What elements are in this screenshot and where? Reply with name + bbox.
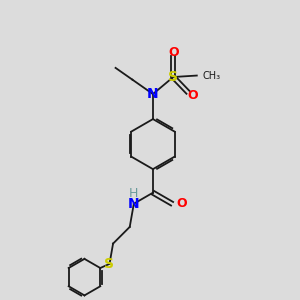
Text: S: S: [168, 70, 178, 84]
Text: N: N: [128, 197, 140, 211]
Text: N: N: [147, 87, 159, 101]
Text: H: H: [128, 187, 138, 200]
Text: O: O: [187, 89, 198, 102]
Text: O: O: [176, 197, 187, 210]
Text: S: S: [104, 257, 115, 271]
Text: O: O: [168, 46, 178, 59]
Text: CH₃: CH₃: [202, 70, 220, 80]
